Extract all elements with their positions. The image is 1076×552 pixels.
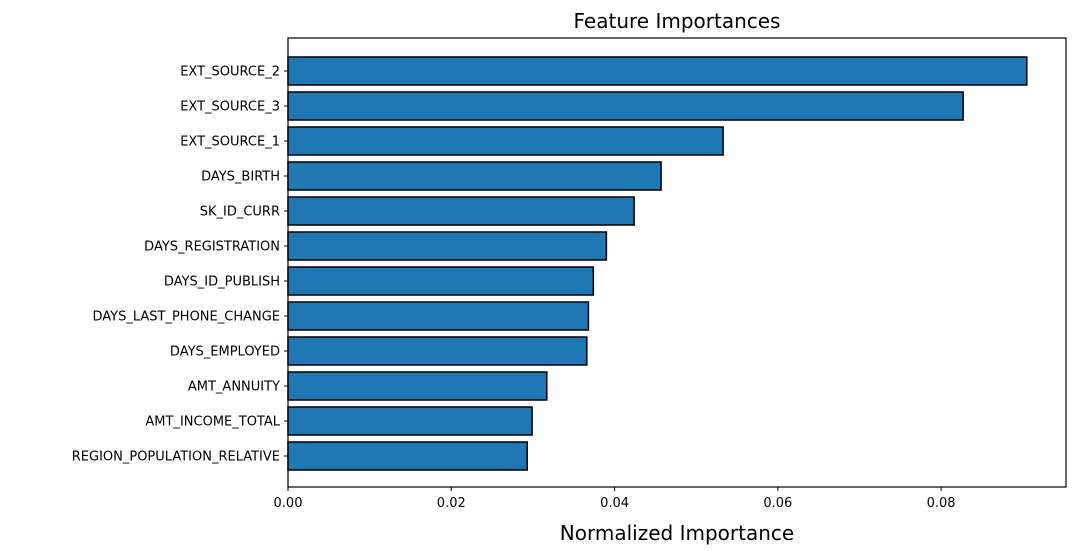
x-tick-label-0.00: 0.00	[274, 496, 303, 511]
x-tick-label-0.08: 0.08	[927, 496, 956, 511]
y-tick-label-amt_income_total: AMT_INCOME_TOTAL	[145, 415, 280, 430]
bar-region_population_relative	[287, 441, 528, 471]
x-tick-label-0.04: 0.04	[600, 496, 629, 511]
y-tick-label-days_id_publish: DAYS_ID_PUBLISH	[164, 275, 280, 290]
y-tick-label-amt_annuity: AMT_ANNUITY	[188, 380, 280, 395]
bar-sk_id_curr	[287, 196, 635, 226]
bar-days_last_phone_change	[287, 301, 590, 331]
bar-days_birth	[287, 161, 662, 191]
bar-days_registration	[287, 231, 608, 261]
y-tick-label-ext_source_3: EXT_SOURCE_3	[180, 100, 280, 115]
plot-area: EXT_SOURCE_2 EXT_SOURCE_3 EXT_SOURCE_1 DAYS…	[72, 37, 1067, 511]
y-tick-label-days_birth: DAYS_BIRTH	[201, 170, 280, 185]
bar-ext_source_3	[287, 91, 964, 121]
y-tick-label-region_population_relative: REGION_POPULATION_RELATIVE	[72, 450, 280, 465]
bar-ext_source_2	[287, 56, 1028, 86]
y-tick-label-ext_source_2: EXT_SOURCE_2	[180, 65, 280, 80]
bar-ext_source_1	[287, 126, 724, 156]
bar-days_employed	[287, 336, 588, 366]
bar-days_id_publish	[287, 266, 595, 296]
axes-frame	[287, 37, 1067, 488]
y-tick-label-days_last_phone_change: DAYS_LAST_PHONE_CHANGE	[92, 310, 280, 325]
y-tick-label-sk_id_curr: SK_ID_CURR	[200, 205, 280, 220]
y-tick-label-days_employed: DAYS_EMPLOYED	[170, 345, 280, 360]
x-axis-label: Normalized Importance	[560, 521, 794, 545]
chart-title: Feature Importances	[574, 9, 781, 33]
x-tick-label-0.02: 0.02	[437, 496, 466, 511]
x-tick-label-0.06: 0.06	[763, 496, 792, 511]
bar-amt_income_total	[287, 406, 533, 436]
y-tick-label-days_registration: DAYS_REGISTRATION	[144, 240, 280, 255]
bar-amt_annuity	[287, 371, 548, 401]
y-tick-label-ext_source_1: EXT_SOURCE_1	[180, 135, 280, 150]
